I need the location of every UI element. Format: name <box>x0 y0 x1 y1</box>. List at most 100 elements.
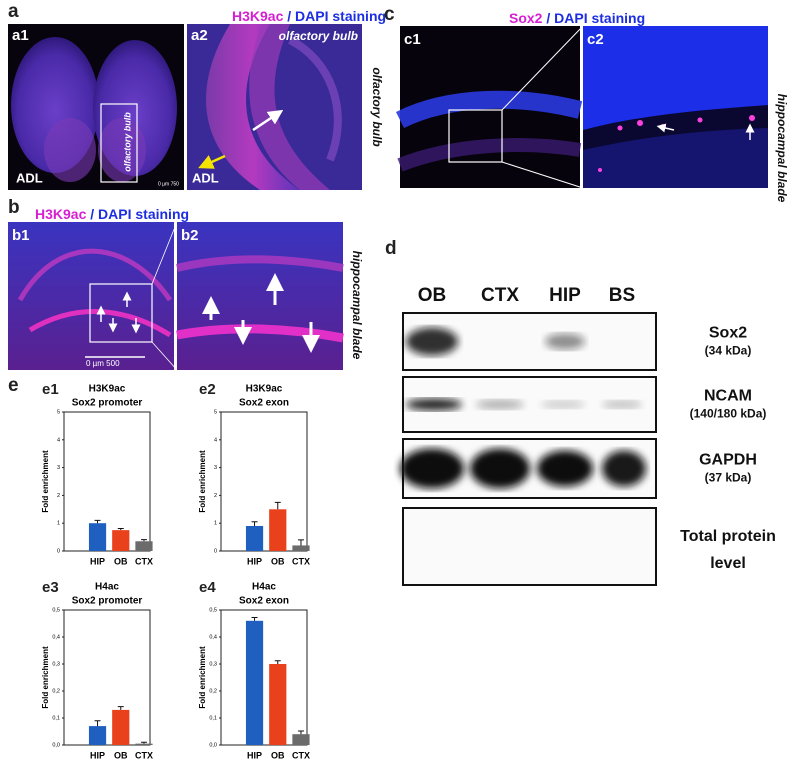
x-tick-label: CTX <box>135 750 153 760</box>
y-tick-label: 1 <box>214 521 217 527</box>
bar <box>88 523 107 551</box>
y-tick-label: 0,4 <box>209 634 217 640</box>
lane-label: BS <box>609 285 635 306</box>
row-sublabel: level <box>710 555 746 572</box>
y-tick-label: 0,3 <box>209 661 217 667</box>
x-tick-label: CTX <box>292 750 310 760</box>
error-bar <box>297 730 304 735</box>
separator: / <box>283 8 295 24</box>
lane-label: HIP <box>549 285 581 306</box>
plot-frame <box>220 609 308 746</box>
subpanel-label: e4 <box>199 579 216 596</box>
error-bar <box>297 539 304 546</box>
error-bar <box>251 521 258 526</box>
panel-letter: d <box>385 238 397 259</box>
chart-subtitle: Sox2 exon <box>239 596 289 607</box>
y-tick-label: 0,4 <box>52 634 60 640</box>
y-tick-label: 4 <box>57 437 60 443</box>
subpanel-label: b2 <box>181 227 199 244</box>
panel-letter: b <box>8 197 20 218</box>
error-bar <box>274 660 281 664</box>
x-tick-label: HIP <box>247 556 262 566</box>
row-label: Total protein <box>680 528 776 545</box>
row-label: Sox2 <box>709 325 747 342</box>
y-tick-label: 0,2 <box>52 688 60 694</box>
subpanel-label: c1 <box>404 31 421 48</box>
subpanel-label: a2 <box>191 27 208 44</box>
separator: / <box>86 206 98 222</box>
region-label: olfactory bulb <box>279 29 358 43</box>
chart-subtitle: Sox2 exon <box>239 398 289 409</box>
x-tick-label: CTX <box>292 556 310 566</box>
y-tick-label: 5 <box>214 409 217 415</box>
box-label: olfactory bulb <box>122 112 132 172</box>
micrograph-a2 <box>187 24 362 190</box>
x-tick-label: OB <box>271 556 285 566</box>
x-tick-label: OB <box>114 556 128 566</box>
bar <box>135 743 153 745</box>
bar <box>88 726 107 745</box>
row-sublabel: (140/180 kDa) <box>690 407 767 421</box>
y-tick-label: 3 <box>57 465 60 471</box>
panel-header: H3K9ac / DAPI staining <box>232 8 386 24</box>
chart-title: H3K9ac <box>89 384 126 395</box>
y-tick-label: 0,3 <box>52 661 60 667</box>
band <box>470 448 530 489</box>
bar <box>292 734 310 745</box>
age-label: ADL <box>192 170 219 185</box>
plot-frame <box>63 609 151 746</box>
subpanel-label: e1 <box>42 381 59 398</box>
error-bar <box>94 720 101 727</box>
western-blot: OB CTX HIP BS Sox2 (34 kDa) NCAM (140/180 kDa) G… <box>400 285 776 586</box>
error-bar <box>117 527 124 531</box>
y-tick-label: 2 <box>57 493 60 499</box>
band <box>545 333 585 350</box>
error-bar <box>251 617 258 621</box>
y-tick-label: 3 <box>214 465 217 471</box>
x-tick-label: CTX <box>135 556 153 566</box>
y-tick-label: 1 <box>57 521 60 527</box>
counterstain-label: DAPI staining <box>98 206 189 222</box>
row-label: GAPDH <box>699 452 757 469</box>
counterstain-label: DAPI staining <box>554 10 645 26</box>
stain-label: H3K9ac <box>232 8 284 24</box>
band <box>537 450 593 487</box>
panel-letter: c <box>384 4 395 25</box>
counterstain-label: DAPI staining <box>295 8 386 24</box>
error-bar <box>94 519 101 524</box>
y-tick-label: 5 <box>57 409 60 415</box>
scale-bar-label: 0 µm 500 <box>86 359 120 368</box>
y-tick-label: 0,1 <box>209 715 217 721</box>
band <box>602 450 646 487</box>
subpanel-label: a1 <box>12 27 29 44</box>
bar <box>135 541 153 551</box>
x-tick-label: OB <box>271 750 285 760</box>
y-tick-label: 0,2 <box>209 688 217 694</box>
chart-subtitle: Sox2 promoter <box>72 596 143 607</box>
band <box>406 398 462 411</box>
panel-letter: e <box>8 375 19 396</box>
error-bar <box>140 539 147 542</box>
x-tick-label: OB <box>114 750 128 760</box>
y-tick-label: 2 <box>214 493 217 499</box>
separator: / <box>542 10 554 26</box>
stain-label: H3K9ac <box>35 206 87 222</box>
bar <box>112 709 130 745</box>
micrograph-c1 <box>395 25 584 189</box>
subpanel-label: e2 <box>199 381 216 398</box>
lane-label: OB <box>418 285 447 306</box>
bar <box>269 664 287 745</box>
bar <box>245 620 264 745</box>
bar <box>245 525 264 551</box>
panel-header: H3K9ac / DAPI staining <box>35 206 189 222</box>
micrograph-b2 <box>176 222 344 370</box>
lane-label: CTX <box>481 285 519 306</box>
y-axis-label: Fold enrichment <box>41 646 50 709</box>
band <box>406 327 458 356</box>
scale-bar-label: 0 µm 750 <box>158 181 179 187</box>
y-axis-label: Fold enrichment <box>198 646 207 709</box>
stain-label: Sox2 <box>509 10 543 26</box>
micrograph-a1 <box>8 24 184 190</box>
y-tick-label: 0,5 <box>52 607 60 613</box>
